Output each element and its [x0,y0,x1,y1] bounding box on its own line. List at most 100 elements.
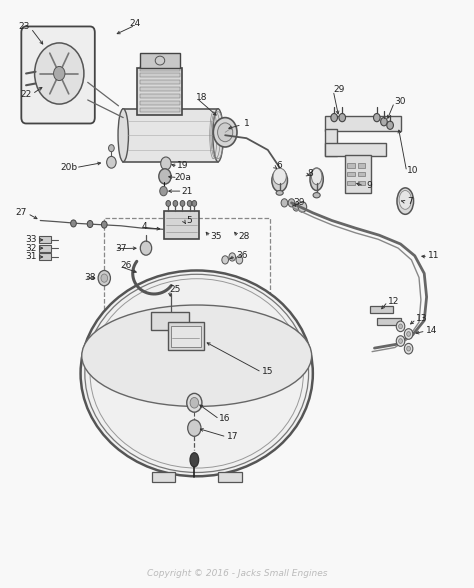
Text: 39: 39 [293,198,304,208]
Text: 9: 9 [367,181,373,190]
Text: Copyright © 2016 - Jacks Small Engines: Copyright © 2016 - Jacks Small Engines [147,569,327,578]
Circle shape [396,321,405,332]
Text: 25: 25 [170,285,181,294]
Text: 20b: 20b [60,163,77,172]
Bar [140,53,180,68]
Text: 13: 13 [416,314,428,323]
Text: 4: 4 [142,222,147,231]
Ellipse shape [81,270,313,476]
Circle shape [187,393,202,412]
Circle shape [213,118,237,147]
Text: 32: 32 [25,243,36,253]
Bar [377,318,401,325]
Circle shape [107,156,116,168]
Circle shape [374,113,380,122]
Bar [171,326,201,347]
Text: 24: 24 [129,19,141,28]
Bar [39,236,51,243]
Bar [347,181,355,185]
Circle shape [236,256,243,264]
Bar [140,94,180,98]
Bar [140,74,180,78]
Ellipse shape [273,168,286,185]
Text: 22: 22 [20,89,32,99]
Bar [325,116,401,131]
Circle shape [140,241,152,255]
Ellipse shape [399,191,411,209]
Bar [39,245,51,252]
Ellipse shape [213,109,223,162]
Circle shape [160,186,167,196]
Bar [140,108,180,112]
Text: 31: 31 [25,252,36,262]
Circle shape [399,339,402,343]
Circle shape [218,123,233,142]
Ellipse shape [155,56,165,65]
Ellipse shape [397,188,413,215]
Circle shape [54,66,65,81]
Bar [164,211,199,239]
Bar [358,172,365,176]
Bar [104,218,270,309]
Circle shape [159,169,171,184]
Circle shape [396,336,405,346]
Circle shape [101,274,108,282]
Bar [218,472,242,482]
Text: 36: 36 [236,251,247,260]
Bar [370,306,393,313]
Text: 30: 30 [395,96,406,106]
Circle shape [166,201,171,206]
Text: 14: 14 [426,326,437,335]
Bar [140,101,180,105]
Text: 11: 11 [428,251,439,260]
Text: 21: 21 [182,186,193,196]
Bar [325,129,337,156]
Text: 6: 6 [277,161,283,171]
Ellipse shape [118,109,128,162]
Ellipse shape [190,453,199,467]
FancyBboxPatch shape [21,26,95,123]
Ellipse shape [311,168,322,185]
Circle shape [404,329,413,339]
Bar [325,143,386,156]
Circle shape [109,145,114,152]
Circle shape [188,420,201,436]
Circle shape [298,202,307,212]
Ellipse shape [82,305,311,406]
Ellipse shape [272,169,287,192]
Bar [167,313,174,320]
Text: 15: 15 [262,367,273,376]
Text: 10: 10 [407,166,418,175]
Bar [140,66,180,71]
Circle shape [98,270,110,286]
Circle shape [187,201,192,206]
Text: 18: 18 [196,92,207,102]
Text: 35: 35 [210,232,221,241]
Text: 38: 38 [84,273,96,282]
Text: 28: 28 [238,232,250,241]
Circle shape [339,113,346,122]
Circle shape [293,203,300,211]
Circle shape [381,118,387,126]
Text: 26: 26 [120,261,131,270]
Ellipse shape [313,192,320,198]
Text: 12: 12 [388,296,399,306]
Bar [347,172,355,176]
Bar [151,312,189,330]
Text: 7: 7 [407,196,413,206]
Text: 29: 29 [333,85,345,94]
Bar [358,163,365,168]
Circle shape [399,324,402,329]
Bar [358,181,365,185]
Circle shape [161,157,171,170]
Circle shape [222,256,228,264]
Text: 23: 23 [18,22,29,31]
Text: 1: 1 [244,119,249,128]
Circle shape [173,201,178,206]
Circle shape [331,113,337,122]
Bar [168,322,204,350]
Bar [140,80,180,84]
Text: 19: 19 [177,161,188,171]
Circle shape [35,43,84,104]
Bar [137,68,182,115]
